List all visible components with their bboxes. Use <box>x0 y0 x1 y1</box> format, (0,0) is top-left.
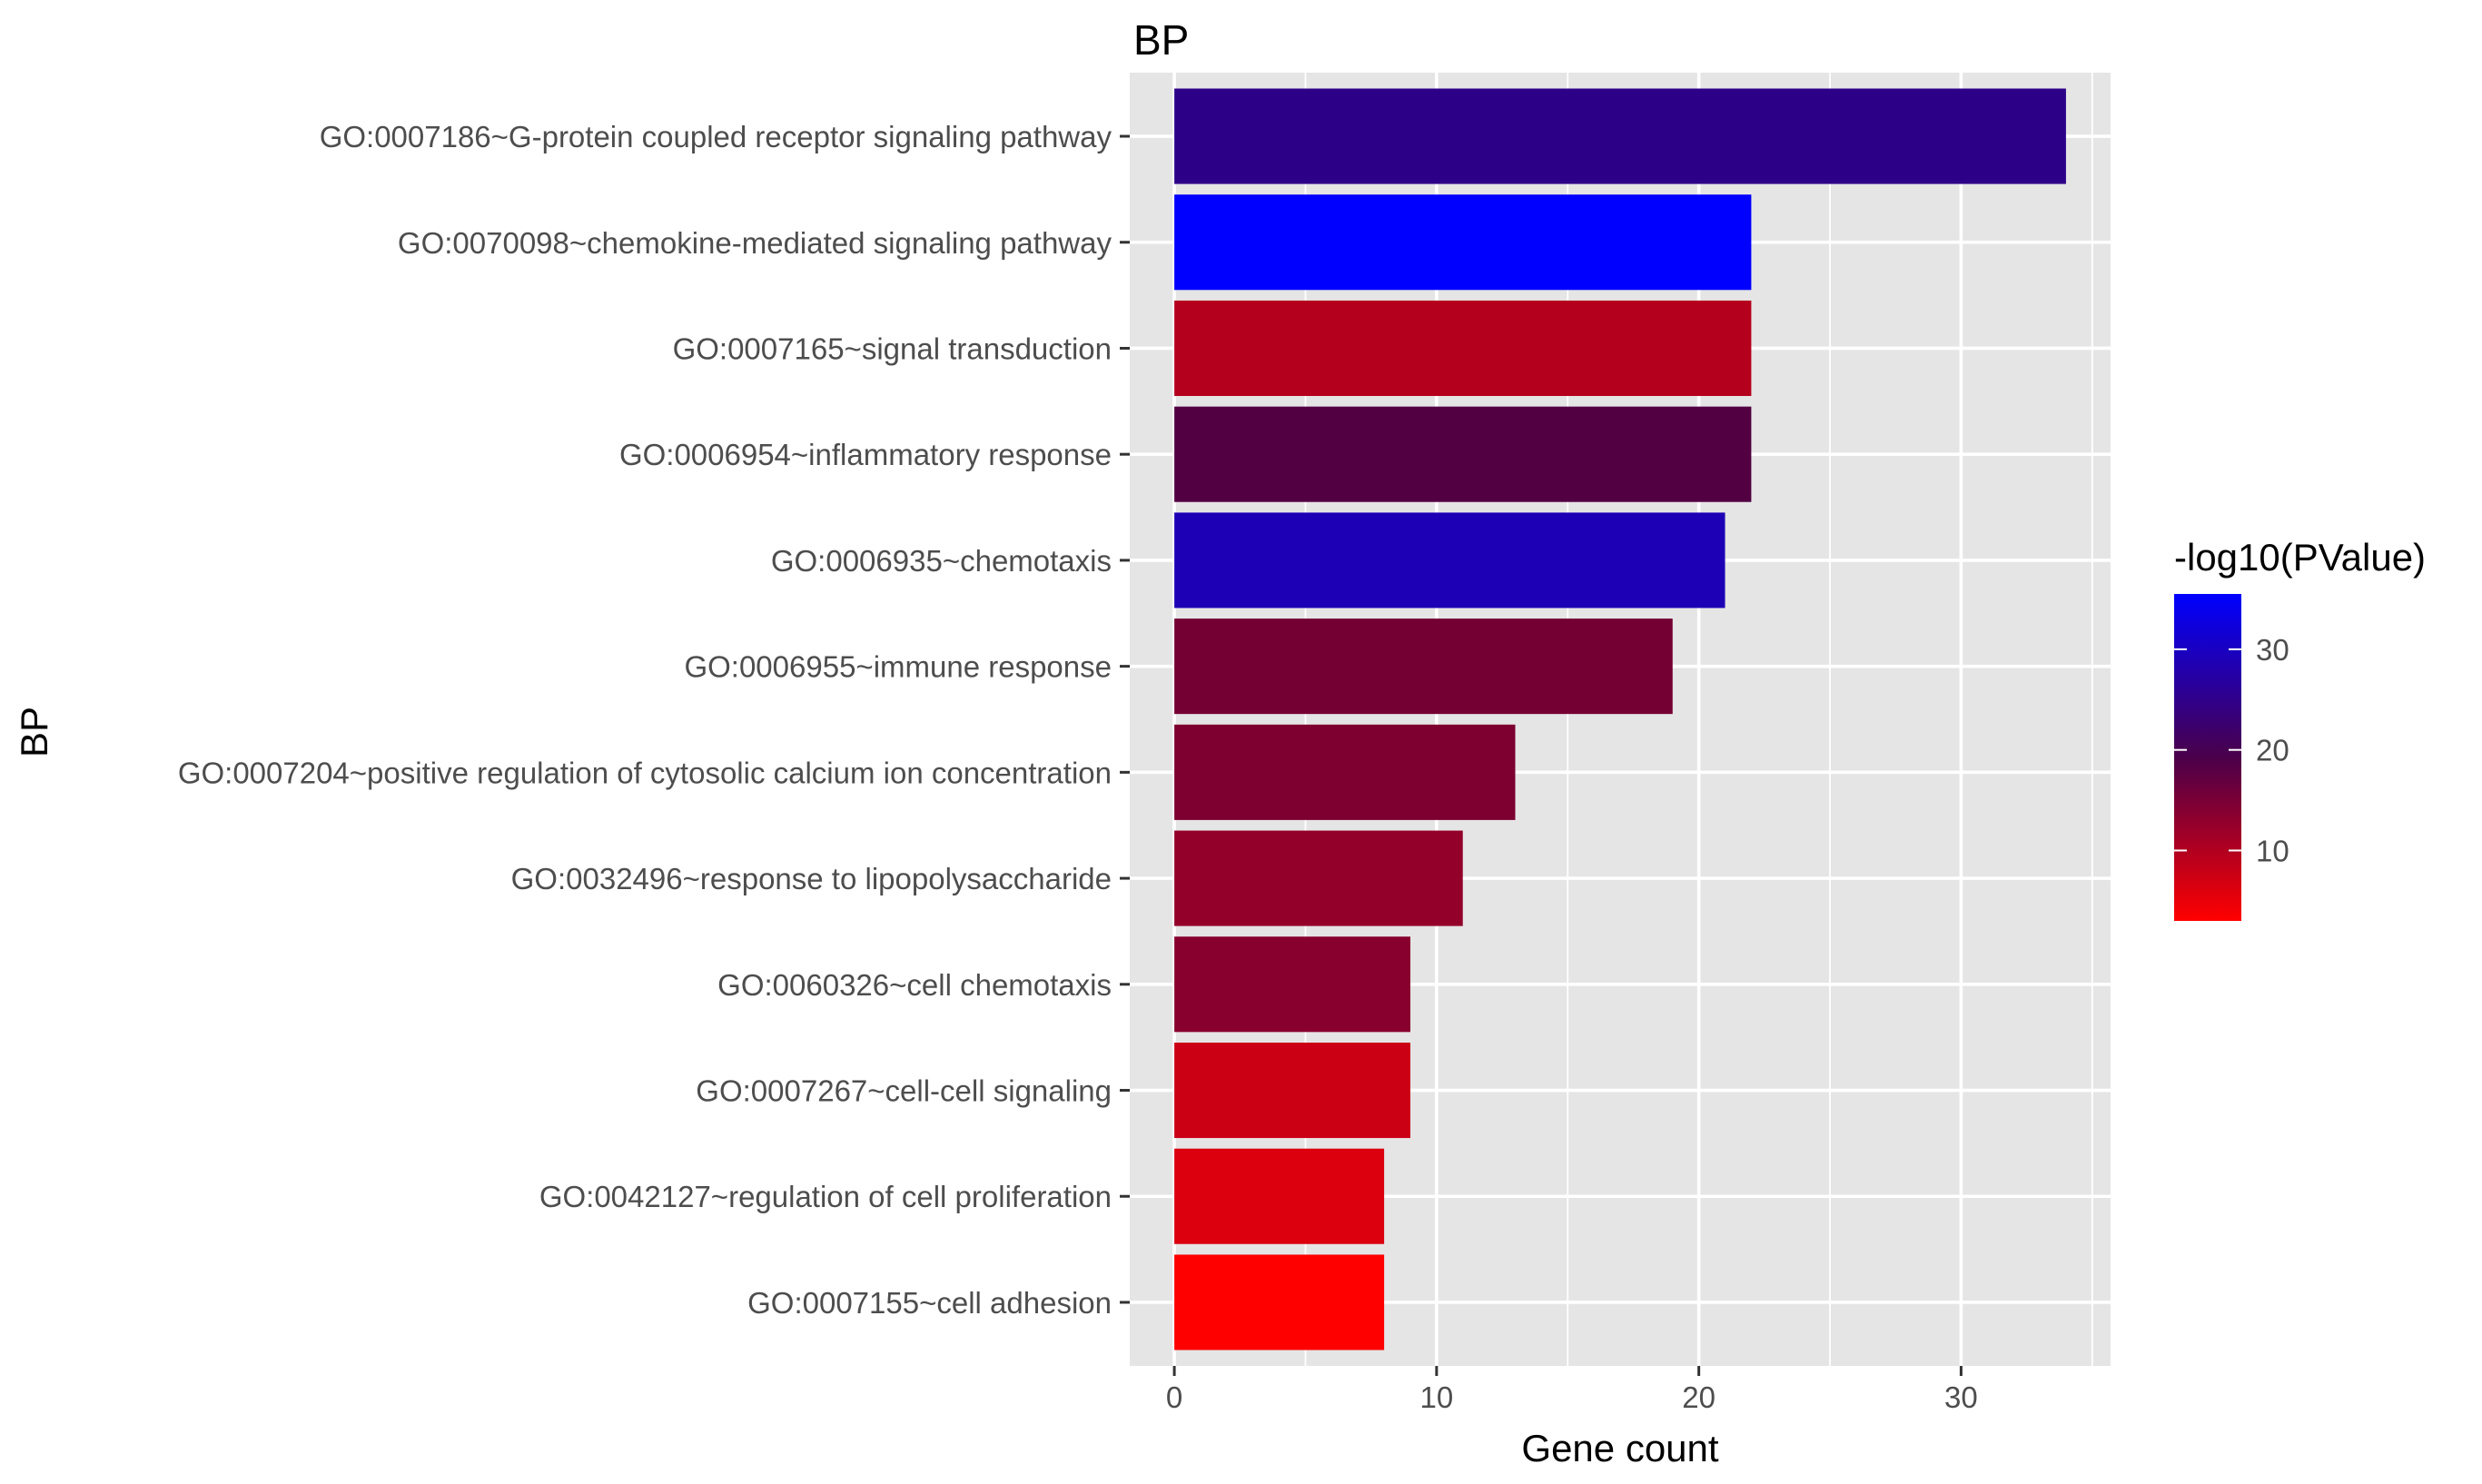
bar <box>1174 1148 1385 1244</box>
bar <box>1174 618 1673 715</box>
bar <box>1174 724 1516 820</box>
y-tick-label: GO:0007165~signal transduction <box>673 331 1112 365</box>
x-tick-label: 30 <box>1944 1380 1978 1414</box>
y-tick-label: GO:0042127~regulation of cell proliferat… <box>539 1180 1112 1213</box>
bar <box>1174 936 1410 1033</box>
colorbar-tick-label: 10 <box>2256 834 2289 867</box>
y-tick-label: GO:0006955~immune response <box>684 650 1112 684</box>
y-axis-title: BP <box>13 707 55 757</box>
bar <box>1174 1043 1410 1139</box>
x-axis: 0 10 20 30 <box>1166 1366 1978 1414</box>
y-axis: GO:0007186~G-protein coupled receptor si… <box>178 120 1130 1320</box>
x-tick-label: 10 <box>1420 1380 1454 1414</box>
bar <box>1174 88 2066 184</box>
y-tick-label: GO:0032496~response to lipopolysaccharid… <box>511 862 1112 895</box>
x-tick-label: 0 <box>1166 1380 1182 1414</box>
colorbar-tick-label: 30 <box>2256 633 2289 667</box>
bar <box>1174 830 1463 926</box>
bar <box>1174 300 1752 396</box>
y-tick-label: GO:0007204~positive regulation of cytoso… <box>178 756 1112 789</box>
y-tick-label: GO:0006954~inflammatory response <box>619 438 1112 471</box>
chart-title: BP <box>1133 16 1189 64</box>
x-axis-title: Gene count <box>1521 1427 1718 1469</box>
bar <box>1174 194 1752 291</box>
y-tick-label: GO:0006935~chemotaxis <box>771 544 1112 578</box>
x-tick-label: 20 <box>1682 1380 1716 1414</box>
bar <box>1174 1254 1385 1350</box>
y-tick-label: GO:0007186~G-protein coupled receptor si… <box>320 120 1112 153</box>
colorbar-title: -log10(PValue) <box>2174 536 2426 579</box>
colorbar-tick-label: 20 <box>2256 734 2289 767</box>
bars <box>1174 88 2066 1350</box>
bar <box>1174 406 1752 502</box>
bar <box>1174 512 1726 608</box>
y-tick-label: GO:0007267~cell-cell signaling <box>696 1074 1112 1108</box>
y-tick-label: GO:0060326~cell chemotaxis <box>717 968 1112 1002</box>
y-tick-label: GO:0070098~chemokine-mediated signaling … <box>398 226 1112 260</box>
colorbar-ticks: 10 20 30 <box>2174 633 2289 867</box>
colorbar <box>2174 594 2241 921</box>
y-tick-label: GO:0007155~cell adhesion <box>747 1286 1112 1320</box>
colorbar-legend: -log10(PValue) 10 20 30 <box>2174 536 2426 921</box>
